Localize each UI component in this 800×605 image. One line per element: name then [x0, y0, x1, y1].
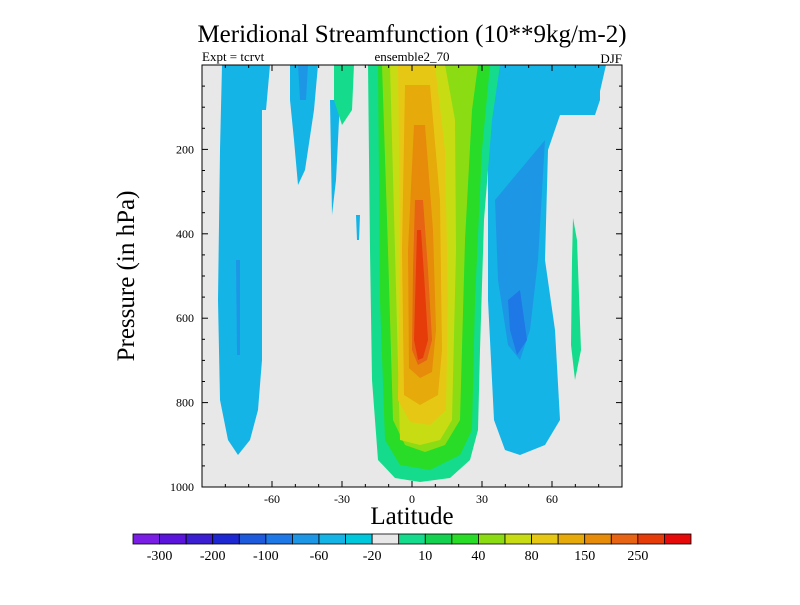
- colorbar-label: -300: [147, 549, 173, 564]
- contour-neg-left-blue: [236, 260, 240, 355]
- colorbar-swatch: [451, 533, 479, 545]
- y-tick-label: 400: [176, 227, 194, 241]
- ensemble-label: ensemble2_70: [374, 49, 449, 64]
- x-axis-label: Latitude: [370, 503, 453, 530]
- colorbar-swatch: [238, 533, 267, 545]
- x-tick-label: -30: [334, 492, 350, 506]
- colorbar-swatch: [637, 533, 665, 545]
- colorbar-label: 10: [418, 549, 432, 564]
- colorbar-swatch: [398, 533, 426, 545]
- x-tick-label: -60: [264, 492, 280, 506]
- contour-neg-right-cyan: [488, 65, 600, 455]
- colorbar-swatch: [424, 533, 453, 545]
- contour-neg-speck: [356, 215, 360, 240]
- contour-pos-right-teal: [571, 218, 581, 380]
- contour-neg-second-column-inner: [298, 65, 308, 100]
- experiment-label: Expt = tcrvt: [202, 49, 265, 64]
- colorbar: -300 -200 -100 -60 -20 10 40 80 150 250: [132, 533, 692, 564]
- contour-neg-topright-patch: [585, 65, 606, 115]
- y-axis-label: Pressure (in hPa): [113, 191, 140, 362]
- season-label: DJF: [600, 51, 622, 66]
- colorbar-swatch: [318, 533, 346, 545]
- colorbar-swatch: [664, 533, 692, 545]
- colorbar-label: 150: [574, 549, 595, 564]
- colorbar-label: -20: [363, 549, 382, 564]
- contour-neg-second-column: [290, 65, 318, 185]
- x-minor-ticks: [224, 65, 600, 487]
- y-minor-ticks: [202, 85, 622, 467]
- contour-neg-right-lightblue: [495, 140, 545, 360]
- colorbar-label: 80: [525, 549, 539, 564]
- contour-pos-small-teal: [334, 65, 354, 125]
- colorbar-swatch: [292, 533, 320, 545]
- colorbar-swatch: [504, 533, 532, 545]
- colorbar-swatch: [212, 533, 240, 545]
- colorbar-swatch: [132, 533, 160, 545]
- colorbar-swatch: [610, 533, 639, 545]
- colorbar-swatch: [557, 533, 586, 545]
- colorbar-swatch: [584, 533, 612, 545]
- x-tick-label: 30: [476, 492, 488, 506]
- x-axis: -60 -30 0 30 60: [264, 65, 558, 506]
- y-axis: 200 400 600 800 1000: [170, 142, 622, 494]
- contour-neg-right-blue: [508, 290, 527, 355]
- colorbar-label: -60: [310, 549, 329, 564]
- colorbar-swatch: [478, 533, 506, 545]
- y-tick-label: 1000: [170, 480, 194, 494]
- y-tick-label: 200: [176, 142, 194, 156]
- chart-title: Meridional Streamfunction (10**9kg/m-2): [197, 21, 626, 48]
- colorbar-label: -200: [200, 549, 226, 564]
- y-tick-label: 600: [176, 311, 194, 325]
- colorbar-swatch: [531, 533, 559, 545]
- plot-area: [201, 64, 623, 488]
- colorbar-swatch: [265, 533, 293, 545]
- colorbar-label: 250: [627, 549, 648, 564]
- contour-neg-thin-streak: [330, 100, 340, 215]
- colorbar-label: -100: [253, 549, 279, 564]
- x-tick-label: 0: [409, 492, 415, 506]
- colorbar-label: 40: [471, 549, 485, 564]
- colorbar-swatch: [371, 533, 400, 545]
- colorbar-swatch: [345, 533, 373, 545]
- colorbar-swatch: [185, 533, 214, 545]
- contour-neg-left-drip: [260, 65, 270, 110]
- y-tick-label: 800: [176, 396, 194, 410]
- contour-pos-red-orange: [414, 230, 428, 360]
- colorbar-swatch: [159, 533, 187, 545]
- x-tick-label: 60: [546, 492, 558, 506]
